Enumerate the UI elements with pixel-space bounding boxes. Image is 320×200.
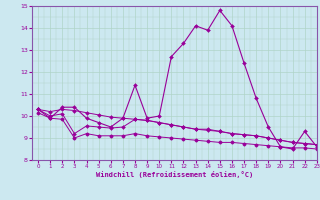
X-axis label: Windchill (Refroidissement éolien,°C): Windchill (Refroidissement éolien,°C) — [96, 171, 253, 178]
